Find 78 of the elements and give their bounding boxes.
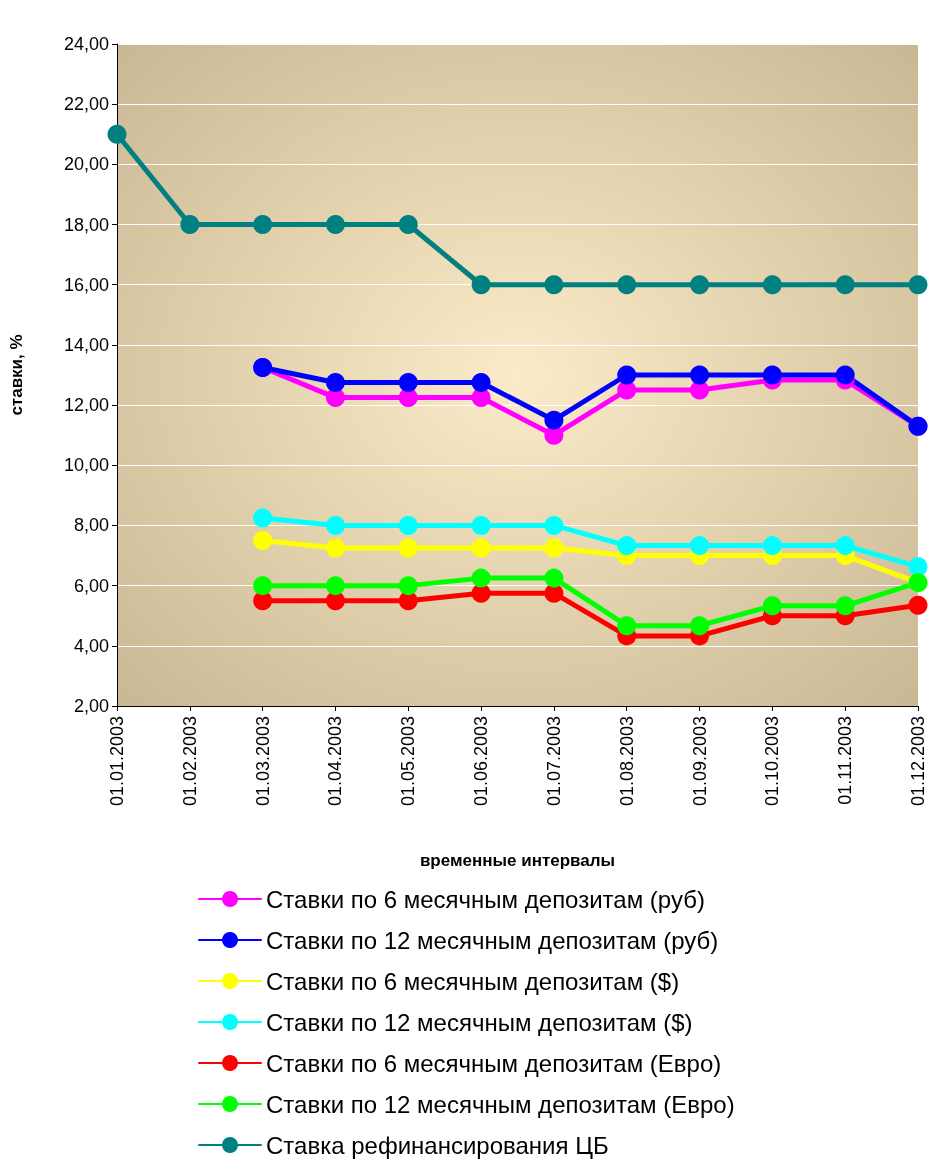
y-tick-label: 18,00 — [63, 214, 109, 235]
point — [253, 508, 273, 528]
point — [617, 365, 637, 385]
x-tick-label: 01.08.2003 — [616, 716, 637, 807]
point — [690, 365, 710, 385]
point — [325, 515, 345, 535]
point — [398, 215, 418, 235]
x-tick-label: 01.06.2003 — [471, 716, 492, 807]
y-tick-label: 16,00 — [63, 274, 109, 295]
y-tick-label: 14,00 — [63, 334, 109, 355]
point — [762, 365, 782, 385]
y-tick-label: 8,00 — [73, 515, 109, 536]
point — [180, 215, 200, 235]
point — [325, 538, 345, 558]
point — [908, 275, 928, 295]
point — [762, 275, 782, 295]
legend-label: Ставки по 12 месячным депозитам (Евро) — [266, 1090, 735, 1118]
point — [690, 536, 710, 556]
x-tick-label: 01.11.2003 — [835, 716, 856, 805]
x-axis-title: временные интервалы — [419, 851, 616, 870]
point — [398, 373, 418, 393]
point — [398, 515, 418, 535]
point — [908, 595, 928, 615]
point — [471, 275, 491, 295]
legend-label: Ставки по 6 месячным депозитам ($) — [266, 967, 680, 995]
y-tick-label: 2,00 — [73, 696, 109, 716]
y-tick-label: 24,00 — [63, 34, 109, 54]
x-tick-label: 01.05.2003 — [398, 716, 419, 807]
y-tick-label: 4,00 — [73, 635, 109, 656]
y-tick-label: 20,00 — [63, 154, 109, 175]
y-tick-label: 12,00 — [63, 395, 109, 416]
x-tick-label: 01.02.2003 — [179, 716, 200, 807]
y-axis-title: ставки, % — [7, 334, 26, 416]
point — [835, 596, 855, 616]
point — [617, 275, 637, 295]
legend-label: Ставки по 6 месячным депозитам (руб) — [266, 885, 705, 913]
x-tick-label: 01.04.2003 — [325, 716, 346, 807]
x-tick-label: 01.07.2003 — [543, 716, 564, 807]
point — [544, 410, 564, 430]
x-tick-label: 01.10.2003 — [762, 716, 783, 807]
point — [253, 531, 273, 550]
point — [690, 275, 710, 295]
x-tick-label: 01.03.2003 — [252, 716, 273, 807]
point — [908, 557, 928, 577]
legend-label: Ставка рефинансирования ЦБ — [266, 1131, 609, 1159]
legend-label: Ставки по 6 месячным депозитам (Евро) — [266, 1049, 722, 1077]
point — [471, 373, 491, 393]
point — [835, 275, 855, 295]
point — [398, 538, 418, 558]
point — [544, 515, 564, 535]
point — [544, 568, 564, 588]
point — [617, 616, 637, 636]
x-tick-label: 01.12.2003 — [908, 716, 928, 807]
point — [617, 536, 637, 556]
point — [471, 568, 491, 588]
x-tick-label: 01.01.2003 — [107, 716, 127, 807]
x-tick-label: 01.09.2003 — [689, 716, 710, 807]
point — [762, 596, 782, 616]
point — [325, 576, 345, 596]
point — [471, 515, 491, 535]
legend-label: Ставки по 12 месячным депозитам (руб) — [266, 926, 719, 954]
point — [107, 124, 127, 144]
y-tick-label: 10,00 — [63, 455, 109, 476]
point — [325, 373, 345, 393]
point — [835, 365, 855, 385]
point — [471, 538, 491, 558]
point — [325, 215, 345, 235]
point — [835, 536, 855, 556]
y-tick-label: 6,00 — [73, 575, 109, 596]
legend-label: Ставки по 12 месячным депозитам ($) — [266, 1008, 693, 1036]
point — [398, 576, 418, 596]
point — [253, 576, 273, 596]
point — [762, 536, 782, 556]
point — [253, 215, 273, 235]
point — [544, 275, 564, 295]
point — [544, 538, 564, 558]
y-tick-label: 22,00 — [63, 94, 109, 115]
point — [690, 616, 710, 636]
